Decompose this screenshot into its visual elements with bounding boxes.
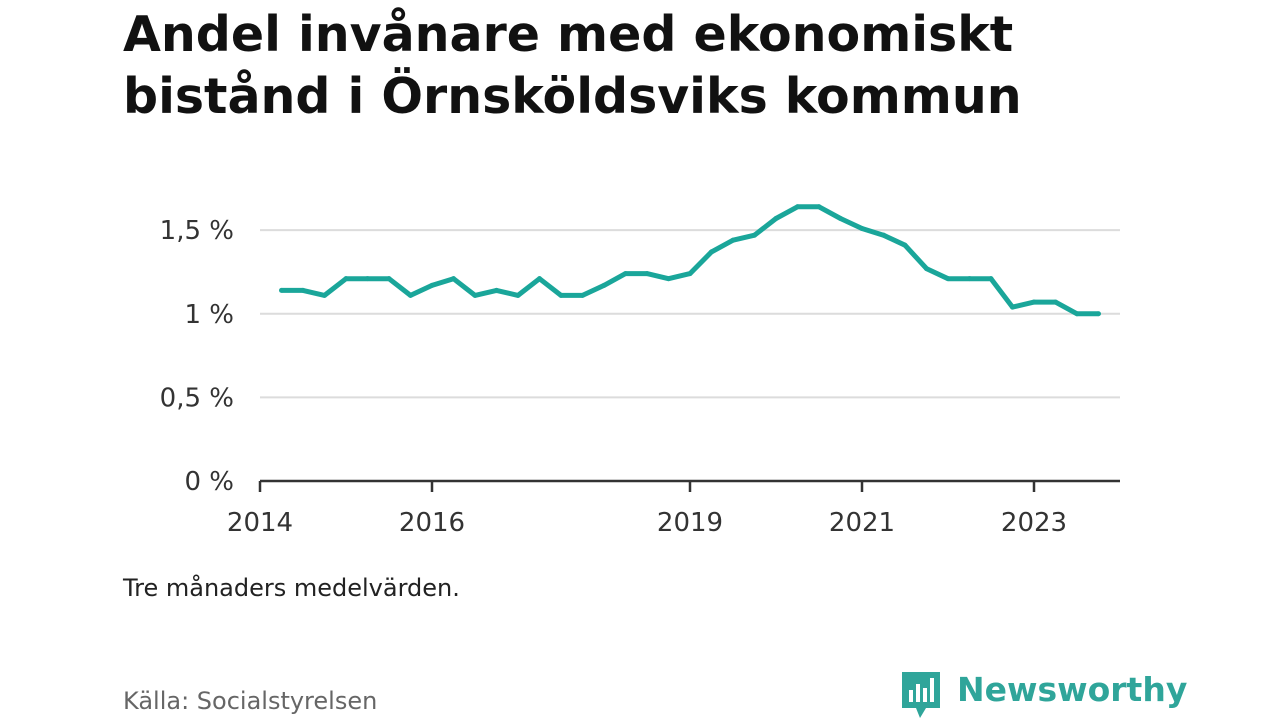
- data-point: [816, 204, 822, 210]
- data-point: [1053, 299, 1058, 305]
- data-point: [515, 292, 521, 298]
- data-point: [795, 204, 800, 210]
- data-point: [1096, 311, 1101, 317]
- data-point: [988, 276, 994, 282]
- y-tick-label: 1 %: [184, 300, 234, 330]
- brand-name: Newsworthy: [957, 670, 1188, 709]
- data-point: [386, 276, 392, 282]
- y-tick-label: 1,5 %: [160, 216, 234, 246]
- data-point: [945, 276, 951, 282]
- data-point: [859, 225, 865, 231]
- data-point: [322, 292, 327, 298]
- source-label: Källa: Socialstyrelsen: [123, 687, 378, 715]
- data-point: [451, 276, 456, 282]
- newsworthy-logo-icon: [902, 672, 940, 718]
- data-point: [300, 287, 306, 293]
- data-point: [343, 276, 349, 282]
- x-tick-label: 2019: [657, 508, 723, 538]
- data-point: [429, 282, 435, 288]
- y-tick-label: 0 %: [184, 467, 234, 497]
- x-axis: 2014 2016 2019 2021 2023: [227, 479, 1120, 538]
- data-point: [408, 292, 413, 298]
- y-tick-label: 0,5 %: [160, 383, 234, 413]
- data-point: [279, 287, 284, 293]
- data-point: [666, 276, 671, 282]
- y-axis-labels: 0 % 0,5 % 1 % 1,5 %: [160, 216, 234, 497]
- data-point: [773, 215, 779, 221]
- data-point: [902, 242, 908, 248]
- series-line: [281, 204, 1099, 317]
- data-point: [644, 271, 650, 277]
- data-point: [623, 271, 628, 277]
- data-point: [730, 237, 736, 243]
- x-tick-label: 2023: [1001, 508, 1067, 538]
- chart-title-line-1: Andel invånare med ekonomiskt: [123, 6, 1014, 63]
- x-tick-label: 2016: [399, 508, 465, 538]
- data-point: [967, 276, 972, 282]
- data-point: [472, 292, 478, 298]
- data-point: [537, 276, 542, 282]
- data-point: [838, 215, 843, 221]
- data-point: [1010, 304, 1015, 310]
- data-point: [687, 271, 693, 277]
- data-point: [580, 292, 585, 298]
- data-point: [752, 232, 757, 238]
- chart-title-line-2: bistånd i Örnsköldsviks kommun: [123, 68, 1022, 125]
- data-point: [709, 249, 714, 255]
- x-tick-label: 2021: [829, 508, 895, 538]
- brand-logo: Newsworthy: [900, 670, 1187, 720]
- data-point: [494, 287, 499, 293]
- data-point: [1074, 311, 1080, 317]
- data-point: [1031, 299, 1037, 305]
- chart-note: Tre månaders medelvärden.: [123, 574, 460, 602]
- data-point: [365, 276, 370, 282]
- chart-title: Andel invånare med ekonomiskt bistånd i …: [123, 4, 1123, 128]
- data-point: [881, 232, 886, 238]
- grid-lines: [260, 229, 1120, 399]
- data-point: [558, 292, 564, 298]
- data-point: [924, 266, 929, 272]
- x-tick-label: 2014: [227, 508, 293, 538]
- series-layer: [279, 204, 1101, 317]
- data-point: [601, 282, 607, 288]
